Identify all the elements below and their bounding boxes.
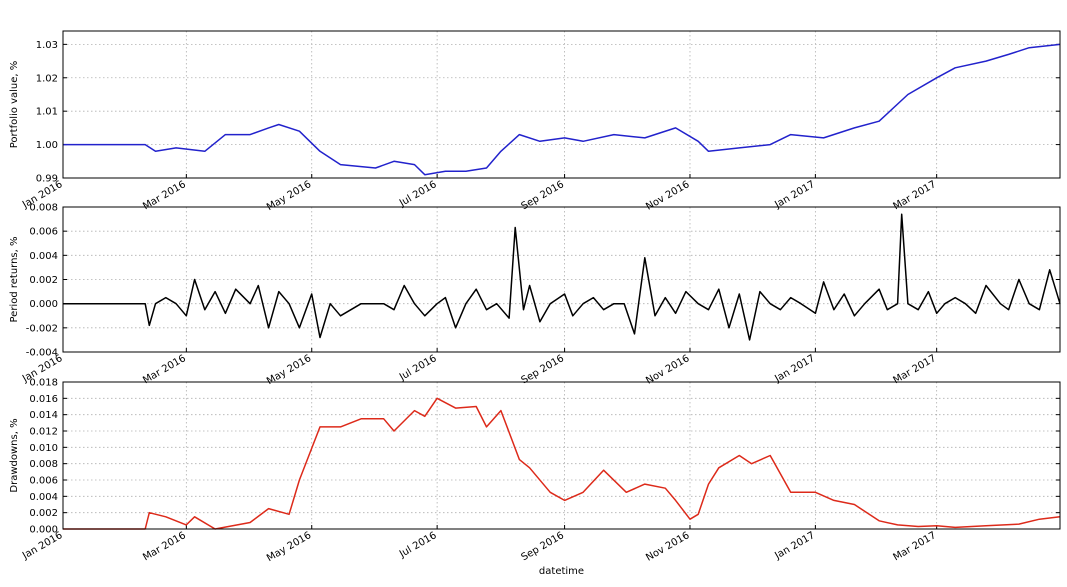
x-tick-label: Nov 2016 [644,179,691,213]
plot-frame [62,30,1061,179]
y-tick-label: 0.014 [29,410,58,421]
x-tick-label: Mar 2017 [892,530,939,563]
x-tick-label: May 2016 [265,530,313,564]
y-tick-label: 0.016 [29,394,58,405]
y-tick-label: 0.004 [29,251,58,262]
x-tick-label: Mar 2017 [892,353,939,386]
x-axis-title: datetime [539,566,584,577]
plot-frame [62,206,1061,353]
x-tick-label: Jan 2017 [772,530,817,562]
y-tick-label: 0.99 [36,174,58,185]
y-axis-title: Drawdowns, % [9,418,20,492]
y-tick-label: 1.00 [36,140,58,151]
y-tick-label: 0.004 [29,492,58,503]
series-line-2 [63,213,1061,341]
y-tick-label: 1.03 [36,40,58,51]
series-line-1 [63,43,1061,176]
x-tick-label: Jan 2017 [772,353,817,385]
y-tick-label: 0.002 [29,275,58,286]
y-tick-label: 0.012 [29,427,58,438]
y-tick-label: 0.000 [29,525,58,536]
y-tick-label: 0.002 [29,508,58,519]
x-tick-label: Mar 2016 [141,530,188,563]
y-tick-label: 0.006 [29,476,58,487]
y-axis-title: Portfolio value, % [9,61,20,149]
x-tick-label: Mar 2016 [141,353,188,386]
x-tick-label: Jul 2016 [397,530,439,560]
y-tick-label: 0.006 [29,227,58,238]
y-tick-label: 0.010 [29,443,58,454]
y-tick-label: -0.004 [26,348,58,359]
y-tick-label: 1.01 [36,107,58,118]
x-tick-label: May 2016 [265,179,313,213]
chart-panel-3: 0.000 0.002 0.004 0.006 0.008 0.010 0.012 0.014… [9,378,1061,577]
y-tick-label: 1.02 [36,73,58,84]
x-tick-label: Nov 2016 [644,530,691,564]
plot-frame [62,381,1061,530]
y-tick-label: 0.008 [29,459,58,470]
y-tick-label: 0.008 [29,203,58,214]
x-tick-label: Sep 2016 [519,353,566,386]
y-axis-title: Period returns, % [9,236,20,322]
x-tick-label: Jul 2016 [397,353,439,383]
series-line-3 [63,397,1061,530]
x-tick-label: Jan 2017 [772,179,817,211]
x-tick-label: Sep 2016 [519,530,566,563]
y-tick-label: 0.018 [29,378,58,389]
x-tick-label: Jul 2016 [397,179,439,209]
chart-panel-2: -0.004 -0.002 0.000 0.002 0.004 0.006 0.008 Jan… [9,203,1061,387]
y-tick-label: 0.000 [29,299,58,310]
y-tick-label: -0.002 [26,323,58,334]
